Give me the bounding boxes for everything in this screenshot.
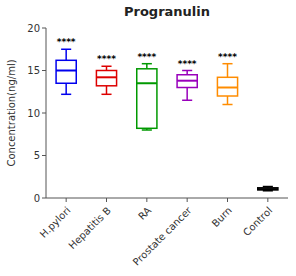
significance-label: **** — [137, 52, 156, 62]
upper-cap — [142, 63, 152, 65]
significance-label: **** — [218, 52, 237, 62]
upper-cap — [263, 186, 273, 188]
y-tick — [42, 28, 46, 29]
upper-cap — [222, 63, 232, 65]
x-tick — [267, 198, 268, 202]
upper-cap — [101, 66, 111, 68]
chart-container: Progranulin Concentration(ng/ml) 0 5 10 15 20 H… — [0, 0, 296, 276]
lower-cap — [182, 100, 192, 102]
lower-cap — [61, 94, 71, 96]
title: Progranulin — [124, 4, 210, 19]
median — [217, 87, 237, 89]
annotations: **** **** **** **** **** — [57, 37, 237, 68]
chart: Progranulin Concentration(ng/ml) 0 5 10 15 20 H… — [0, 0, 296, 276]
boxes — [56, 49, 278, 191]
median — [96, 76, 116, 78]
x-tick — [66, 198, 67, 202]
y-tick — [42, 113, 46, 114]
upper-whisker — [146, 64, 148, 69]
x-tick — [227, 198, 228, 202]
y-tick-label: 0 — [34, 193, 40, 204]
upper-whisker — [227, 64, 229, 78]
box — [96, 71, 116, 86]
y-tick-label: 10 — [27, 108, 40, 119]
x-tick — [187, 198, 188, 202]
x-axis-line — [46, 198, 288, 199]
box-group — [177, 71, 197, 101]
y-axis-label: Concentration(ng/ml) — [6, 59, 17, 166]
x-tick-label: Hepatitis B — [66, 205, 113, 252]
significance-label: **** — [57, 37, 76, 47]
box — [56, 60, 76, 83]
significance-label: **** — [97, 54, 116, 64]
y-tick — [42, 155, 46, 156]
lower-whisker — [65, 83, 67, 94]
x-tick — [146, 198, 147, 202]
x-tick-label: H.pylori — [38, 205, 73, 240]
lower-cap — [142, 129, 152, 131]
significance-label: **** — [178, 59, 197, 69]
upper-cap — [182, 70, 192, 72]
y-tick — [42, 198, 46, 199]
x-tick-label: RA — [136, 205, 153, 222]
y-tick-label: 15 — [27, 65, 40, 76]
box-group — [217, 64, 237, 105]
box — [258, 188, 278, 190]
median — [177, 80, 197, 82]
median — [56, 70, 76, 72]
box-group — [137, 64, 157, 130]
y-tick-label: 5 — [34, 150, 40, 161]
y-tick — [42, 70, 46, 71]
median — [137, 82, 157, 84]
box-group — [56, 49, 76, 94]
box-group — [258, 187, 278, 191]
x-axis: H.pyloriHepatitis B RAProstate cancer Burn… — [38, 198, 275, 268]
median — [258, 188, 278, 190]
x-tick-label: Burn — [210, 205, 234, 229]
lower-whisker — [186, 88, 188, 101]
y-axis-line — [46, 28, 47, 198]
x-tick-label: Control — [241, 205, 274, 238]
box-group — [96, 66, 116, 94]
x-tick — [106, 198, 107, 202]
y-tick-label: 20 — [27, 23, 40, 34]
upper-cap — [61, 49, 71, 51]
lower-cap — [101, 94, 111, 96]
y-axis: 0 5 10 15 20 — [27, 23, 288, 204]
upper-whisker — [65, 49, 67, 60]
lower-whisker — [227, 96, 229, 105]
box — [177, 75, 197, 88]
box — [137, 69, 157, 129]
x-tick-label: Prostate cancer — [131, 204, 195, 268]
lower-whisker — [106, 86, 108, 95]
lower-cap — [222, 104, 232, 106]
box — [217, 77, 237, 96]
